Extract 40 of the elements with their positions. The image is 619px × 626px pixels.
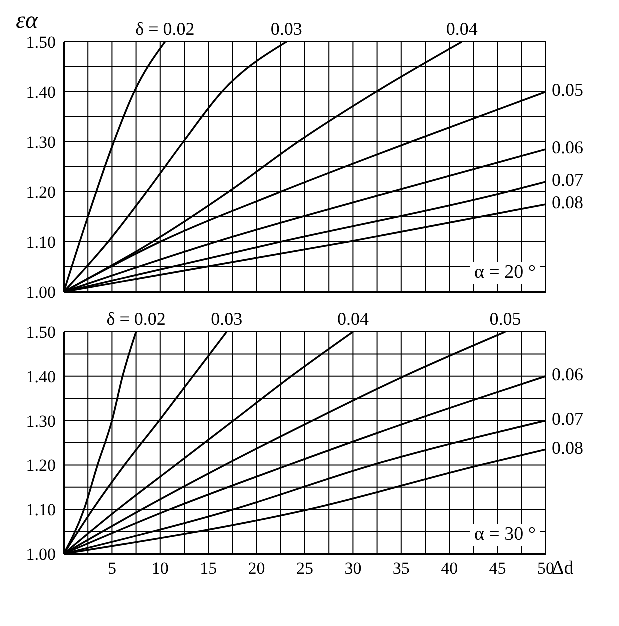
y-tick-label: 1.10	[26, 500, 56, 520]
y-tick-label: 1.00	[26, 545, 56, 564]
x-tick-label: 15	[200, 559, 218, 578]
x-tick-label: 45	[489, 559, 506, 578]
x-tick-label: 5	[108, 559, 116, 578]
y-tick-label: 1.10	[26, 233, 56, 252]
y-tick-label: 1.40	[26, 367, 56, 386]
series-label: 0.03	[211, 309, 243, 329]
x-tick-label: 40	[441, 559, 458, 578]
y-tick-label: 1.20	[26, 456, 56, 476]
y-axis-title: εα	[16, 8, 38, 35]
y-tick-label: 1.30	[26, 133, 56, 152]
series-label: 0.05	[552, 80, 584, 100]
x-tick-label: 50	[538, 559, 554, 578]
x-tick-label: 25	[296, 559, 314, 578]
series-label: δ = 0.02	[136, 19, 195, 39]
series-label: 0.06	[552, 138, 584, 158]
x-tick-label: 35	[392, 559, 410, 578]
series-label: 0.04	[337, 309, 369, 329]
y-tick-label: 1.50	[26, 33, 56, 52]
x-tick-label: 30	[344, 559, 362, 578]
series-label: 0.06	[552, 364, 584, 385]
series-label: 0.03	[270, 19, 302, 39]
y-tick-label: 1.50	[26, 323, 56, 342]
series-label: 0.08	[552, 192, 584, 213]
series-label: δ = 0.02	[106, 309, 166, 329]
y-tick-label: 1.30	[26, 412, 56, 431]
annotation: α = 20 °	[470, 262, 540, 284]
x-axis-title: Δd	[552, 558, 574, 580]
y-tick-label: 1.00	[26, 283, 56, 302]
x-tick-label: 20	[248, 559, 266, 578]
series-label: 0.05	[490, 309, 522, 329]
series-label: 0.08	[552, 438, 584, 458]
series-label: 0.07	[552, 170, 584, 190]
series-label: 0.04	[446, 19, 478, 39]
y-tick-label: 1.20	[26, 183, 56, 202]
y-tick-label: 1.40	[26, 83, 56, 102]
x-tick-label: 10	[152, 559, 169, 578]
series-label: 0.07	[552, 408, 584, 429]
annotation: α = 30 °	[470, 524, 540, 546]
